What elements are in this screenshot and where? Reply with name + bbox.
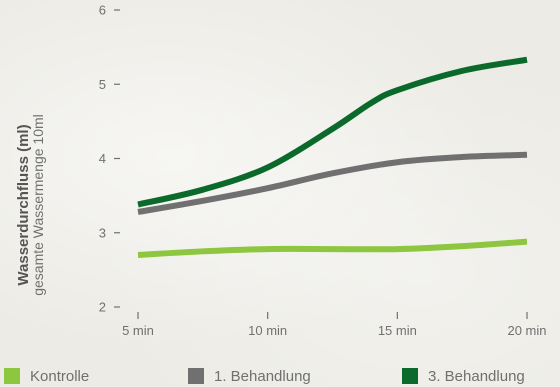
series-lines: [138, 60, 527, 255]
x-tick-label-10: 10 min: [248, 323, 287, 338]
y-axis-title: Wasserdurchfluss (ml) gesamte Wassermeng…: [15, 114, 46, 296]
legend-item-kontrolle: Kontrolle: [4, 366, 89, 386]
y-axis-sublabel: gesamte Wassermenge 10ml: [30, 114, 46, 296]
legend-swatch-kontrolle: [4, 368, 20, 384]
x-tick-label-15: 15 min: [378, 323, 417, 338]
series-line-1: [138, 242, 527, 255]
legend-swatch-behandlung-1: [188, 368, 204, 384]
y-tick-label-2: 2: [99, 300, 106, 315]
y-tick-label-5: 5: [99, 77, 106, 92]
x-tick-label-20: 20 min: [507, 323, 546, 338]
legend-item-behandlung-1: 1. Behandlung: [188, 366, 311, 386]
legend-label-kontrolle: Kontrolle: [30, 368, 89, 385]
legend: Kontrolle 1. Behandlung 3. Behandlung: [0, 366, 560, 386]
y-tick-label-6: 6: [99, 3, 106, 18]
series-line-2: [138, 155, 527, 212]
axes: 2 3 4 5 6 5 min 10 min 15 min 20 min: [99, 3, 547, 339]
series-line-3: [138, 60, 527, 205]
legend-item-behandlung-3: 3. Behandlung: [402, 366, 525, 386]
legend-swatch-behandlung-3: [402, 368, 418, 384]
legend-label-behandlung-3: 3. Behandlung: [428, 368, 525, 385]
y-tick-label-3: 3: [99, 225, 106, 240]
legend-label-behandlung-1: 1. Behandlung: [214, 368, 311, 385]
x-tick-label-5: 5 min: [122, 323, 154, 338]
y-tick-label-4: 4: [99, 151, 106, 166]
